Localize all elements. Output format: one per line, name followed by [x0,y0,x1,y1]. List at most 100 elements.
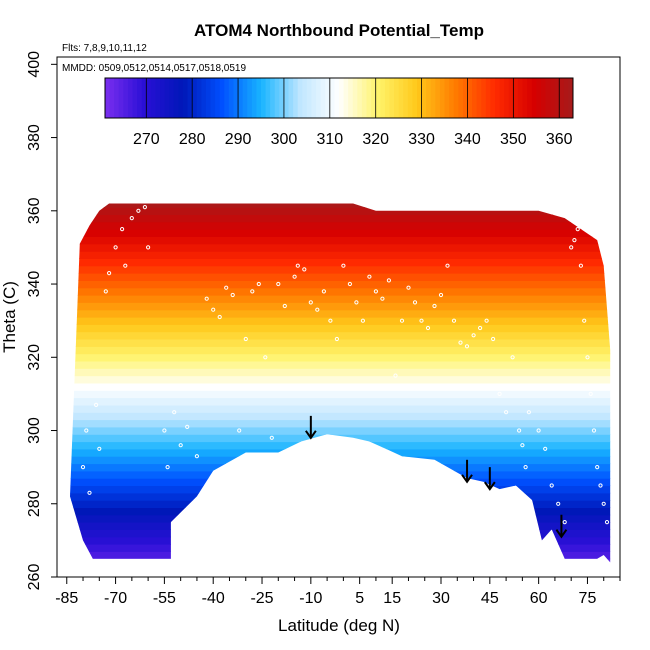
field-band [70,412,611,421]
field-band [70,302,611,311]
measurement-point [120,227,125,232]
measurement-point [445,263,450,268]
field-band [70,265,611,274]
arrow-marker [555,514,568,539]
field-band [70,229,611,237]
measurement-point [354,300,359,305]
measurement-point [295,263,300,268]
colorbar-tick-label: 300 [271,131,298,148]
arrow-marker [305,415,317,440]
colorbar-segment [389,78,395,118]
colorbar-tick-label: 270 [133,131,160,148]
colorbar: 270 280 290 300 310 320 330 340 350 360 [104,77,574,148]
colorbar-segment [499,78,505,118]
colorbar-segment [329,78,335,118]
measurement-point [315,307,320,312]
measurement-point [308,300,313,305]
x-tick-label: -55 [153,590,176,607]
colorbar-segment [178,78,184,118]
measurement-point [129,216,134,221]
colorbar-segment [187,78,193,118]
measurement-point [549,483,554,488]
x-tick-label: 15 [383,590,401,607]
colorbar-segment [306,78,312,118]
x-tick-label: 5 [355,590,364,607]
measurement-point [578,263,584,268]
field-band [70,295,611,303]
x-tick-label: -10 [299,590,322,607]
colorbar-segment [361,78,368,118]
field-band [70,390,611,399]
measurement-point [520,443,525,448]
colorbar-segment [421,78,427,118]
colorbar-segment [476,78,482,118]
field-band [70,397,611,406]
field-band [70,236,611,245]
measurement-point [276,281,281,287]
measurement-point [595,465,600,470]
field-band [70,203,611,208]
colorbar-segment [256,78,262,118]
colorbar-segment [274,78,280,118]
colorbar-segment [430,78,436,118]
field-band [70,382,611,391]
measurement-point [334,336,339,342]
field-band [70,214,611,223]
y-tick-label: 360 [26,197,43,224]
measurement-point [217,314,222,320]
colorbar-segment [536,78,542,118]
colorbar-segment [504,78,510,118]
colorbar-segment [109,78,115,118]
colorbar-segment [316,78,322,118]
colorbar-segment [384,78,390,118]
field-band [70,346,611,355]
measurement-point [471,333,476,338]
measurement-point [425,325,431,331]
colorbar-tick-label: 360 [546,131,573,148]
colorbar-segment [261,78,267,118]
measurement-point [113,245,118,250]
measurement-point [142,205,147,210]
colorbar-segment [238,78,244,118]
field-band [70,221,611,230]
colorbar-segment [371,78,377,118]
colorbar-segment [320,78,326,118]
measurement-point [464,344,470,349]
measurement-point [97,446,102,451]
measurement-point [556,501,561,506]
colorbar-segment [458,78,464,118]
colorbar-segment [242,78,248,118]
colorbar-segment [513,78,519,118]
field-band [70,251,611,259]
colorbar-segment [173,78,179,118]
y-tick-label: 380 [26,124,43,151]
field-band [70,324,611,333]
arrow-marker [484,467,496,491]
colorbar-segment [201,78,207,118]
colorbar-segment [417,78,423,118]
colorbar-segment [311,78,317,118]
measurement-point [250,289,255,294]
colorbar-segment [160,78,166,118]
field-band [70,273,611,281]
field-band [70,404,611,413]
colorbar-segment [146,78,152,118]
colorbar-segment [568,78,574,118]
chart-title: ATOM4 Northbound Potential_Temp [194,21,484,40]
measurement-point [87,490,92,495]
dates-note: MMDD: 0509,0512,0514,0517,0518,0519 [62,63,246,74]
colorbar-segment [219,78,225,118]
field-band [70,375,611,384]
x-axis-label: Latitude (deg N) [278,616,400,635]
field-band [70,287,611,296]
measurement-point [165,465,170,470]
measurement-point [256,281,261,287]
colorbar-segment [412,78,418,118]
measurement-point [269,435,274,440]
y-axis-label: Theta (C) [0,281,19,353]
colorbar-segment [481,78,487,118]
colorbar-segment [183,78,189,118]
measurement-point [517,428,522,433]
field-band [70,353,611,362]
